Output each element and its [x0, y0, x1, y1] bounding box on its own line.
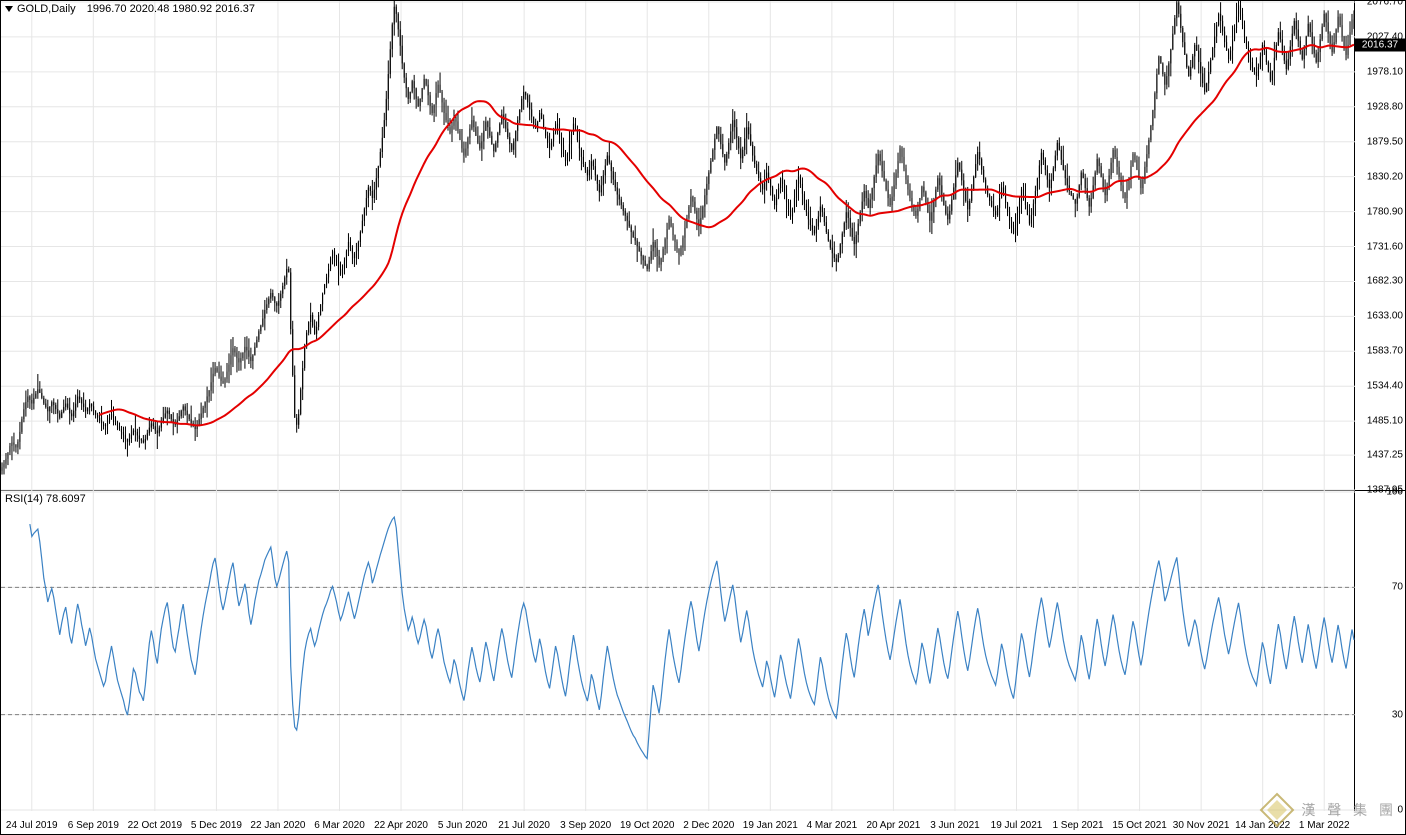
price-chart-area[interactable]: GOLD,Daily 1996.70 2020.48 1980.92 2016.…: [1, 1, 1355, 490]
time-xtick: 4 Mar 2021: [807, 820, 858, 831]
rsi-ytick: 30: [1392, 709, 1403, 720]
time-xtick: 15 Oct 2021: [1112, 820, 1166, 831]
price-yaxis: 2076.702027.401978.101928.801879.501830.…: [1355, 1, 1405, 490]
last-price-badge: 2016.37: [1355, 38, 1405, 51]
dropdown-icon[interactable]: [5, 6, 13, 12]
time-xtick: 22 Apr 2020: [374, 820, 428, 831]
rsi-ytick: 70: [1392, 582, 1403, 593]
rsi-svg: [1, 491, 1355, 811]
price-ytick: 1928.80: [1367, 101, 1403, 112]
time-xtick: 22 Jan 2020: [250, 820, 305, 831]
time-xtick: 24 Jul 2019: [6, 820, 58, 831]
watermark-logo-icon: [1259, 792, 1295, 828]
time-xtick: 6 Mar 2020: [314, 820, 365, 831]
ohlc-label: 1996.70 2020.48 1980.92 2016.37: [87, 3, 255, 15]
price-ytick: 1879.50: [1367, 136, 1403, 147]
time-xtick: 6 Sep 2019: [68, 820, 119, 831]
time-axis: 24 Jul 2019 6 Sep 2019 22 Oct 2019 5 Dec 20…: [1, 811, 1405, 835]
time-xtick: 5 Jun 2020: [438, 820, 488, 831]
time-xtick: 3 Jun 2021: [930, 820, 980, 831]
price-ytick: 1780.90: [1367, 206, 1403, 217]
time-xtick: 22 Oct 2019: [128, 820, 182, 831]
chart-title-bar: GOLD,Daily 1996.70 2020.48 1980.92 2016.…: [5, 3, 255, 15]
time-xtick: 20 Apr 2021: [866, 820, 920, 831]
time-xtick: 2 Dec 2020: [683, 820, 734, 831]
price-ytick: 1583.70: [1367, 346, 1403, 357]
rsi-yaxis: 10070300: [1355, 491, 1405, 811]
price-ytick: 1485.10: [1367, 416, 1403, 427]
watermark-text: 漢 聲 集 團: [1301, 800, 1397, 820]
time-xtick: 21 Jul 2020: [498, 820, 550, 831]
rsi-panel[interactable]: RSI(14) 78.6097 10070300: [1, 491, 1405, 811]
rsi-chart-area[interactable]: RSI(14) 78.6097: [1, 491, 1355, 811]
price-ytick: 1437.25: [1367, 450, 1403, 461]
time-xtick: 5 Dec 2019: [191, 820, 242, 831]
price-ytick: 1731.60: [1367, 241, 1403, 252]
price-ytick: 1978.10: [1367, 66, 1403, 77]
time-xtick: 1 Sep 2021: [1052, 820, 1103, 831]
rsi-title: RSI(14) 78.6097: [5, 493, 86, 505]
chart-container: GOLD,Daily 1996.70 2020.48 1980.92 2016.…: [0, 0, 1406, 835]
time-xtick: 19 Jul 2021: [991, 820, 1043, 831]
time-xtick: 19 Jan 2021: [743, 820, 798, 831]
time-xtick: 19 Oct 2020: [620, 820, 674, 831]
watermark: 漢 聲 集 團: [1259, 792, 1397, 828]
time-xtick: 3 Sep 2020: [560, 820, 611, 831]
price-panel[interactable]: GOLD,Daily 1996.70 2020.48 1980.92 2016.…: [1, 1, 1405, 491]
price-ytick: 1682.30: [1367, 276, 1403, 287]
symbol-label: GOLD,Daily: [17, 3, 76, 15]
price-ytick: 1534.40: [1367, 381, 1403, 392]
price-ytick: 1830.20: [1367, 171, 1403, 182]
time-xtick: 30 Nov 2021: [1173, 820, 1230, 831]
price-ytick: 2076.70: [1367, 0, 1403, 8]
price-ytick: 1633.00: [1367, 311, 1403, 322]
price-svg: [1, 1, 1355, 491]
rsi-ytick: 100: [1386, 487, 1403, 498]
